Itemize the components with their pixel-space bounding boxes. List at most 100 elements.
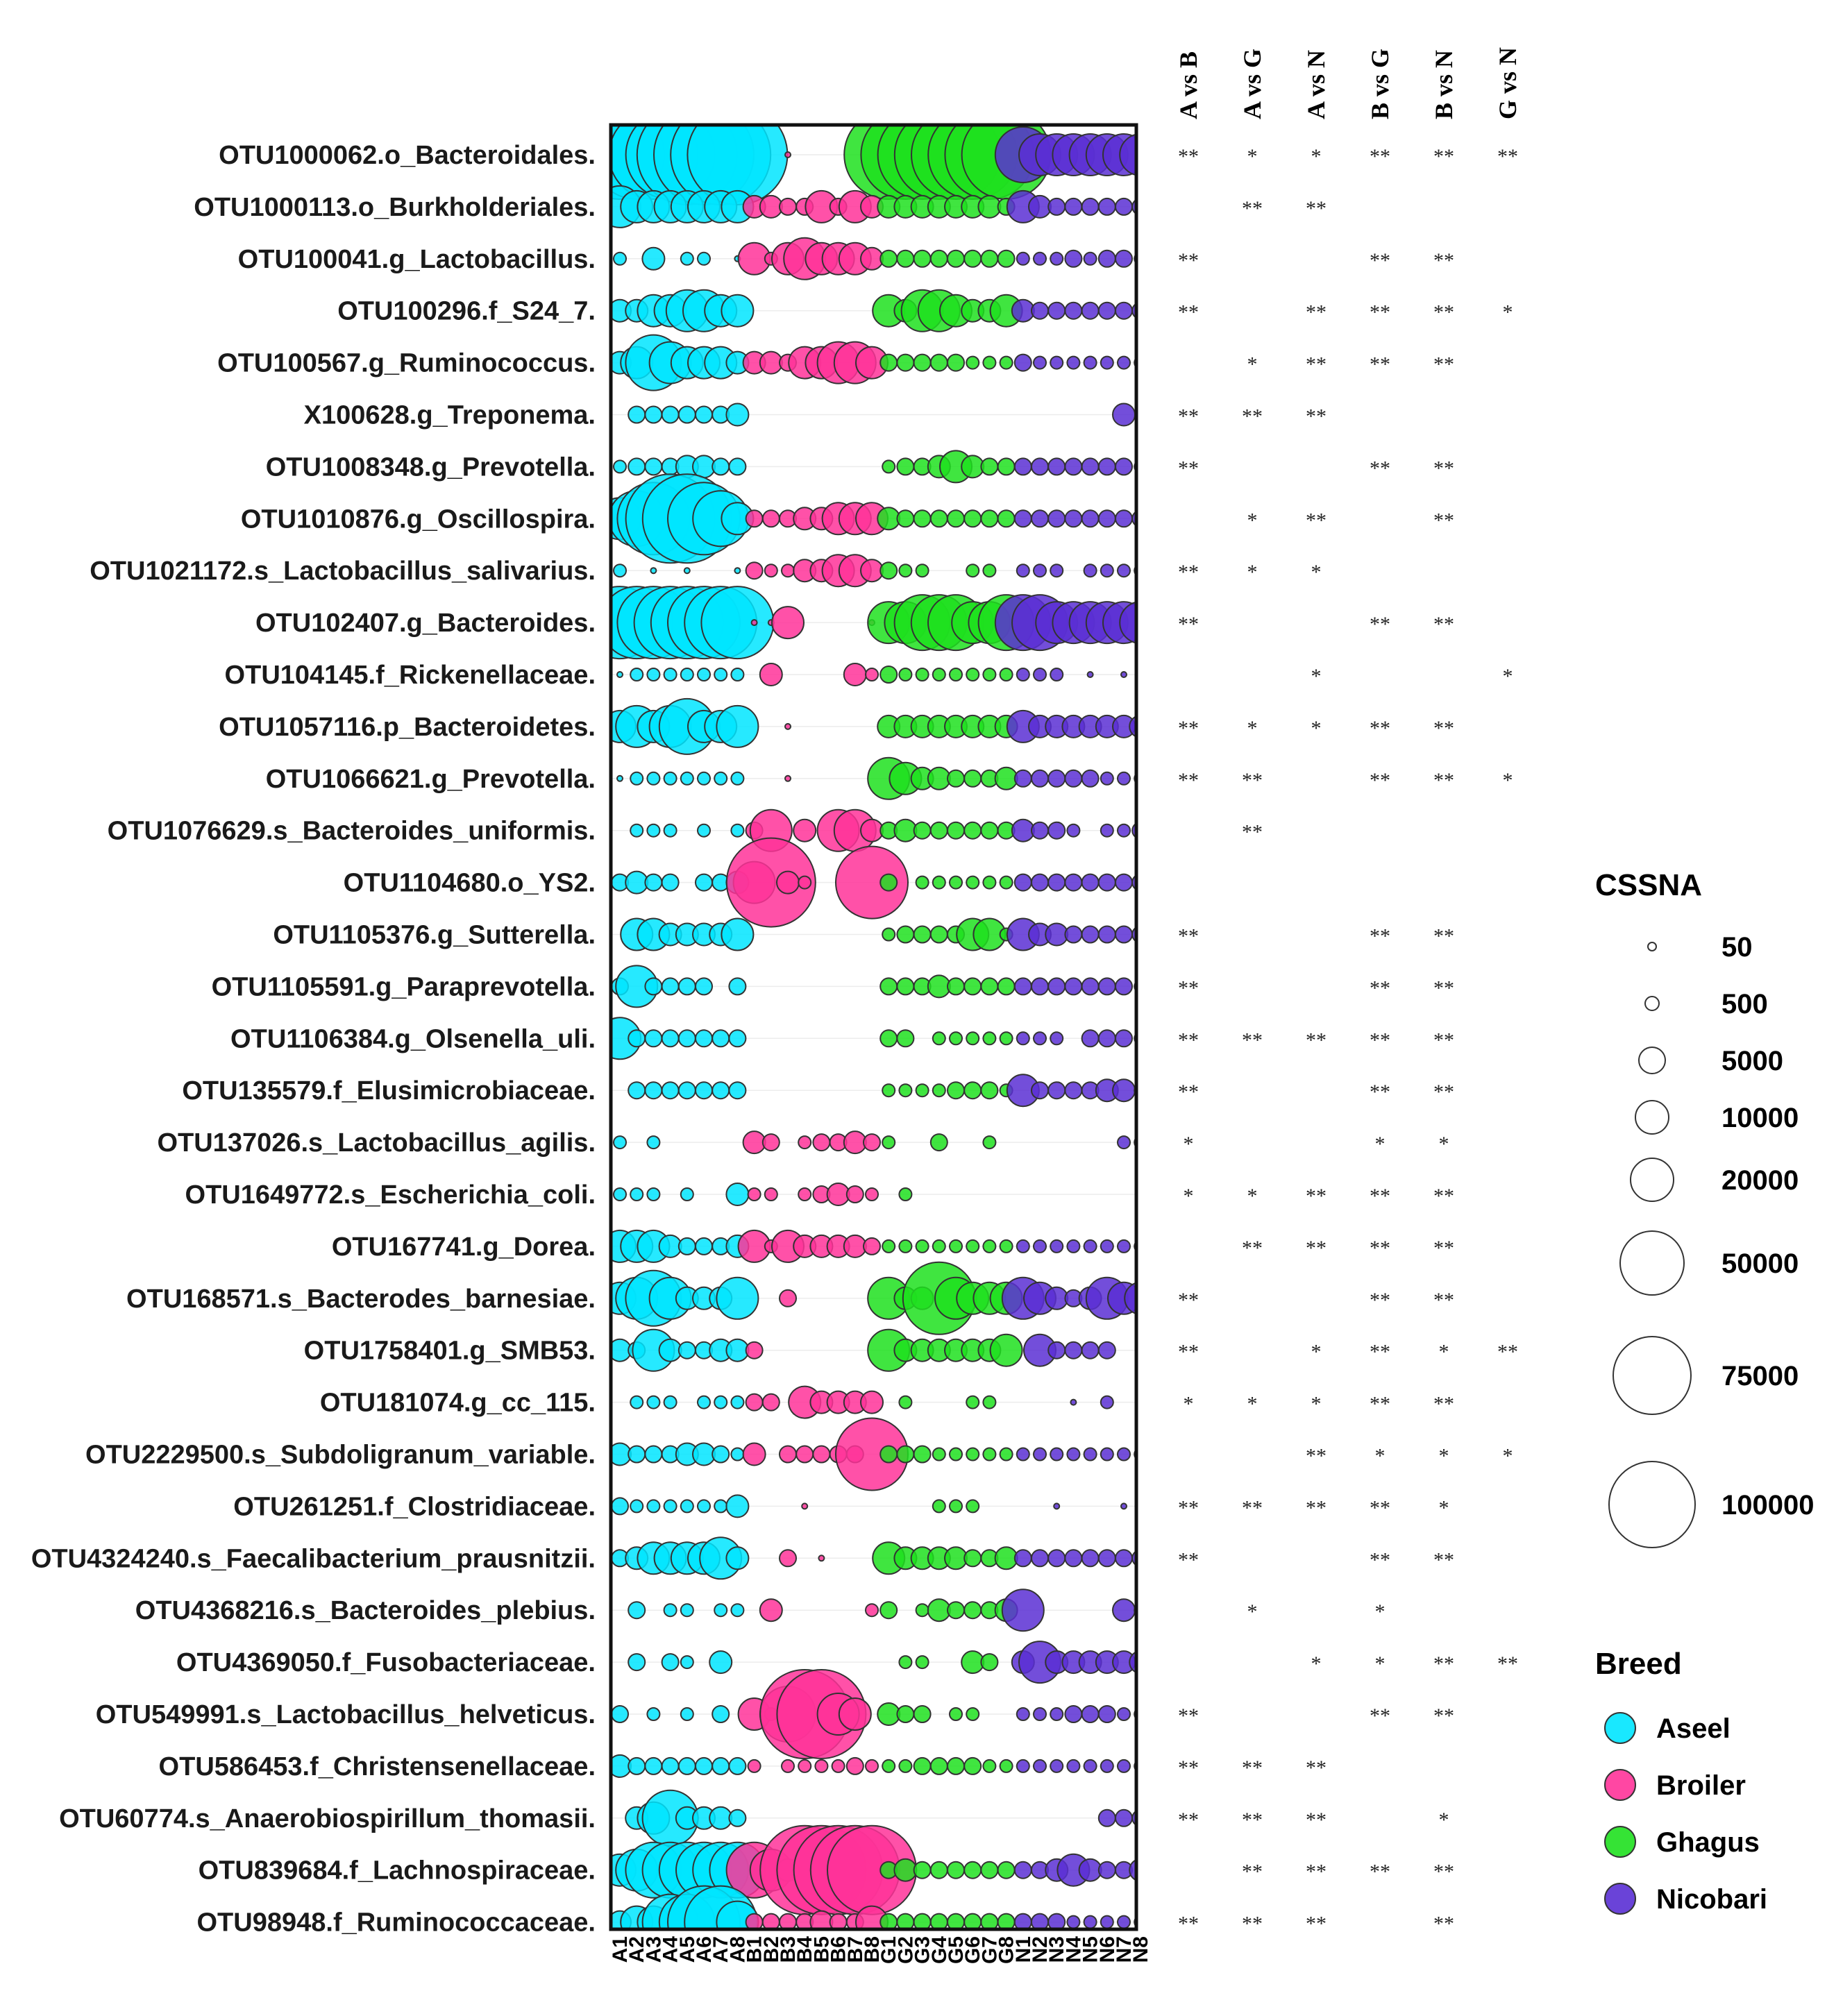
- significance-mark: *: [1311, 665, 1322, 688]
- bubble: [695, 977, 713, 996]
- breed-legend-label: Nicobari: [1656, 1884, 1767, 1915]
- bubble: [1117, 1915, 1131, 1929]
- bubble: [1115, 1029, 1133, 1048]
- bubble: [1081, 197, 1100, 216]
- bubble: [1117, 355, 1131, 370]
- significance-mark: **: [1306, 1237, 1327, 1260]
- bubble: [997, 1861, 1016, 1879]
- significance-mark: **: [1178, 1548, 1199, 1571]
- sample-label: G2: [894, 1936, 917, 1964]
- significance-mark: **: [1433, 1237, 1454, 1260]
- bubble: [759, 663, 783, 686]
- otu-label: OTU261251.f_Clostridiaceae.: [233, 1492, 596, 1521]
- bubble: [613, 251, 627, 266]
- bubble: [1124, 1282, 1136, 1314]
- significance-mark: **: [1497, 1341, 1518, 1364]
- otu-label: OTU135579.f_Elusimicrobiaceae.: [182, 1076, 596, 1106]
- bubble: [721, 294, 755, 328]
- bubble: [913, 353, 932, 372]
- bubble: [714, 1395, 728, 1409]
- bubble: [646, 1499, 661, 1514]
- bubble: [1016, 1031, 1030, 1046]
- bubble: [680, 1187, 694, 1201]
- bubble: [963, 1601, 982, 1620]
- bubble: [714, 668, 728, 681]
- significance-mark: **: [1178, 613, 1199, 636]
- bubble: [761, 1133, 780, 1152]
- bubble: [745, 561, 764, 580]
- otu-label: OTU98948.f_Ruminococcaceae.: [197, 1908, 596, 1938]
- bubble: [947, 1756, 965, 1775]
- bubble: [761, 509, 780, 528]
- plot-frame: [609, 123, 1138, 1931]
- bubble: [1081, 457, 1100, 476]
- bubble: [716, 704, 759, 748]
- bubble: [695, 1756, 713, 1775]
- bubble: [644, 1445, 663, 1464]
- bubble: [963, 1081, 982, 1100]
- sample-label: A8: [726, 1936, 749, 1963]
- bubble: [661, 1756, 680, 1775]
- bubble: [1083, 1915, 1097, 1929]
- otu-label: OTU104145.f_Rickenellaceae.: [225, 661, 596, 690]
- bubble: [1115, 301, 1133, 320]
- bubble: [784, 722, 791, 730]
- bubble: [915, 1655, 929, 1670]
- bubble: [913, 1445, 932, 1464]
- bubble: [1064, 1549, 1083, 1568]
- bubble: [882, 1239, 896, 1253]
- bubble: [1081, 1705, 1100, 1723]
- significance-mark: *: [1375, 1652, 1386, 1675]
- bubble: [913, 249, 932, 268]
- otu-label: OTU1021172.s_Lactobacillus_salivarius.: [90, 557, 596, 586]
- bubble: [963, 509, 982, 528]
- bubble: [1045, 922, 1069, 947]
- bubble: [877, 507, 901, 531]
- otu-label: OTU1066621.g_Prevotella.: [266, 765, 596, 794]
- bubble: [929, 509, 948, 528]
- significance-mark: *: [1439, 1341, 1449, 1364]
- bubble: [646, 1395, 661, 1409]
- bubble: [680, 1603, 694, 1618]
- bubble: [1097, 925, 1116, 944]
- bubble: [1013, 873, 1032, 892]
- bubble: [882, 1083, 896, 1098]
- bubble: [877, 1702, 901, 1726]
- bubble: [1033, 1759, 1047, 1773]
- significance-mark: *: [1311, 1652, 1322, 1675]
- significance-mark: **: [1370, 301, 1390, 324]
- sample-label: B5: [810, 1936, 833, 1963]
- significance-mark: **: [1433, 976, 1454, 999]
- bubble: [1031, 509, 1049, 528]
- bubble: [966, 355, 980, 370]
- significance-mark: **: [1178, 145, 1199, 168]
- otu-label: OTU4369050.f_Fusobacteriaceae.: [176, 1648, 596, 1677]
- bubble: [812, 1133, 831, 1152]
- bubble: [628, 1445, 646, 1464]
- bubble: [929, 1133, 948, 1152]
- bubble: [661, 1029, 680, 1048]
- bubble: [1097, 197, 1116, 216]
- bubble: [1117, 1135, 1131, 1150]
- bubble: [730, 1447, 745, 1462]
- size-legend-label: 50000: [1721, 1248, 1799, 1279]
- sample-label: G3: [911, 1936, 934, 1964]
- significance-mark: **: [1306, 1496, 1327, 1519]
- bubble: [898, 1395, 913, 1409]
- bubble: [644, 1081, 663, 1100]
- bubble: [1066, 1447, 1081, 1462]
- bubble: [865, 1603, 879, 1618]
- bubble: [997, 977, 1016, 996]
- bubble: [677, 1029, 696, 1048]
- size-legend-label: 100000: [1721, 1490, 1814, 1521]
- otu-label: OTU1106384.g_Olsenella_uli.: [230, 1024, 596, 1053]
- bubble: [644, 1756, 663, 1775]
- bubble: [1112, 1078, 1136, 1103]
- sample-label: B4: [793, 1936, 816, 1963]
- bubble: [1050, 1707, 1064, 1721]
- significance-mark: **: [1370, 1341, 1390, 1364]
- significance-mark: **: [1242, 1028, 1263, 1051]
- bubble: [932, 875, 946, 890]
- size-legend-label: 5000: [1721, 1046, 1783, 1076]
- significance-mark: **: [1178, 249, 1199, 272]
